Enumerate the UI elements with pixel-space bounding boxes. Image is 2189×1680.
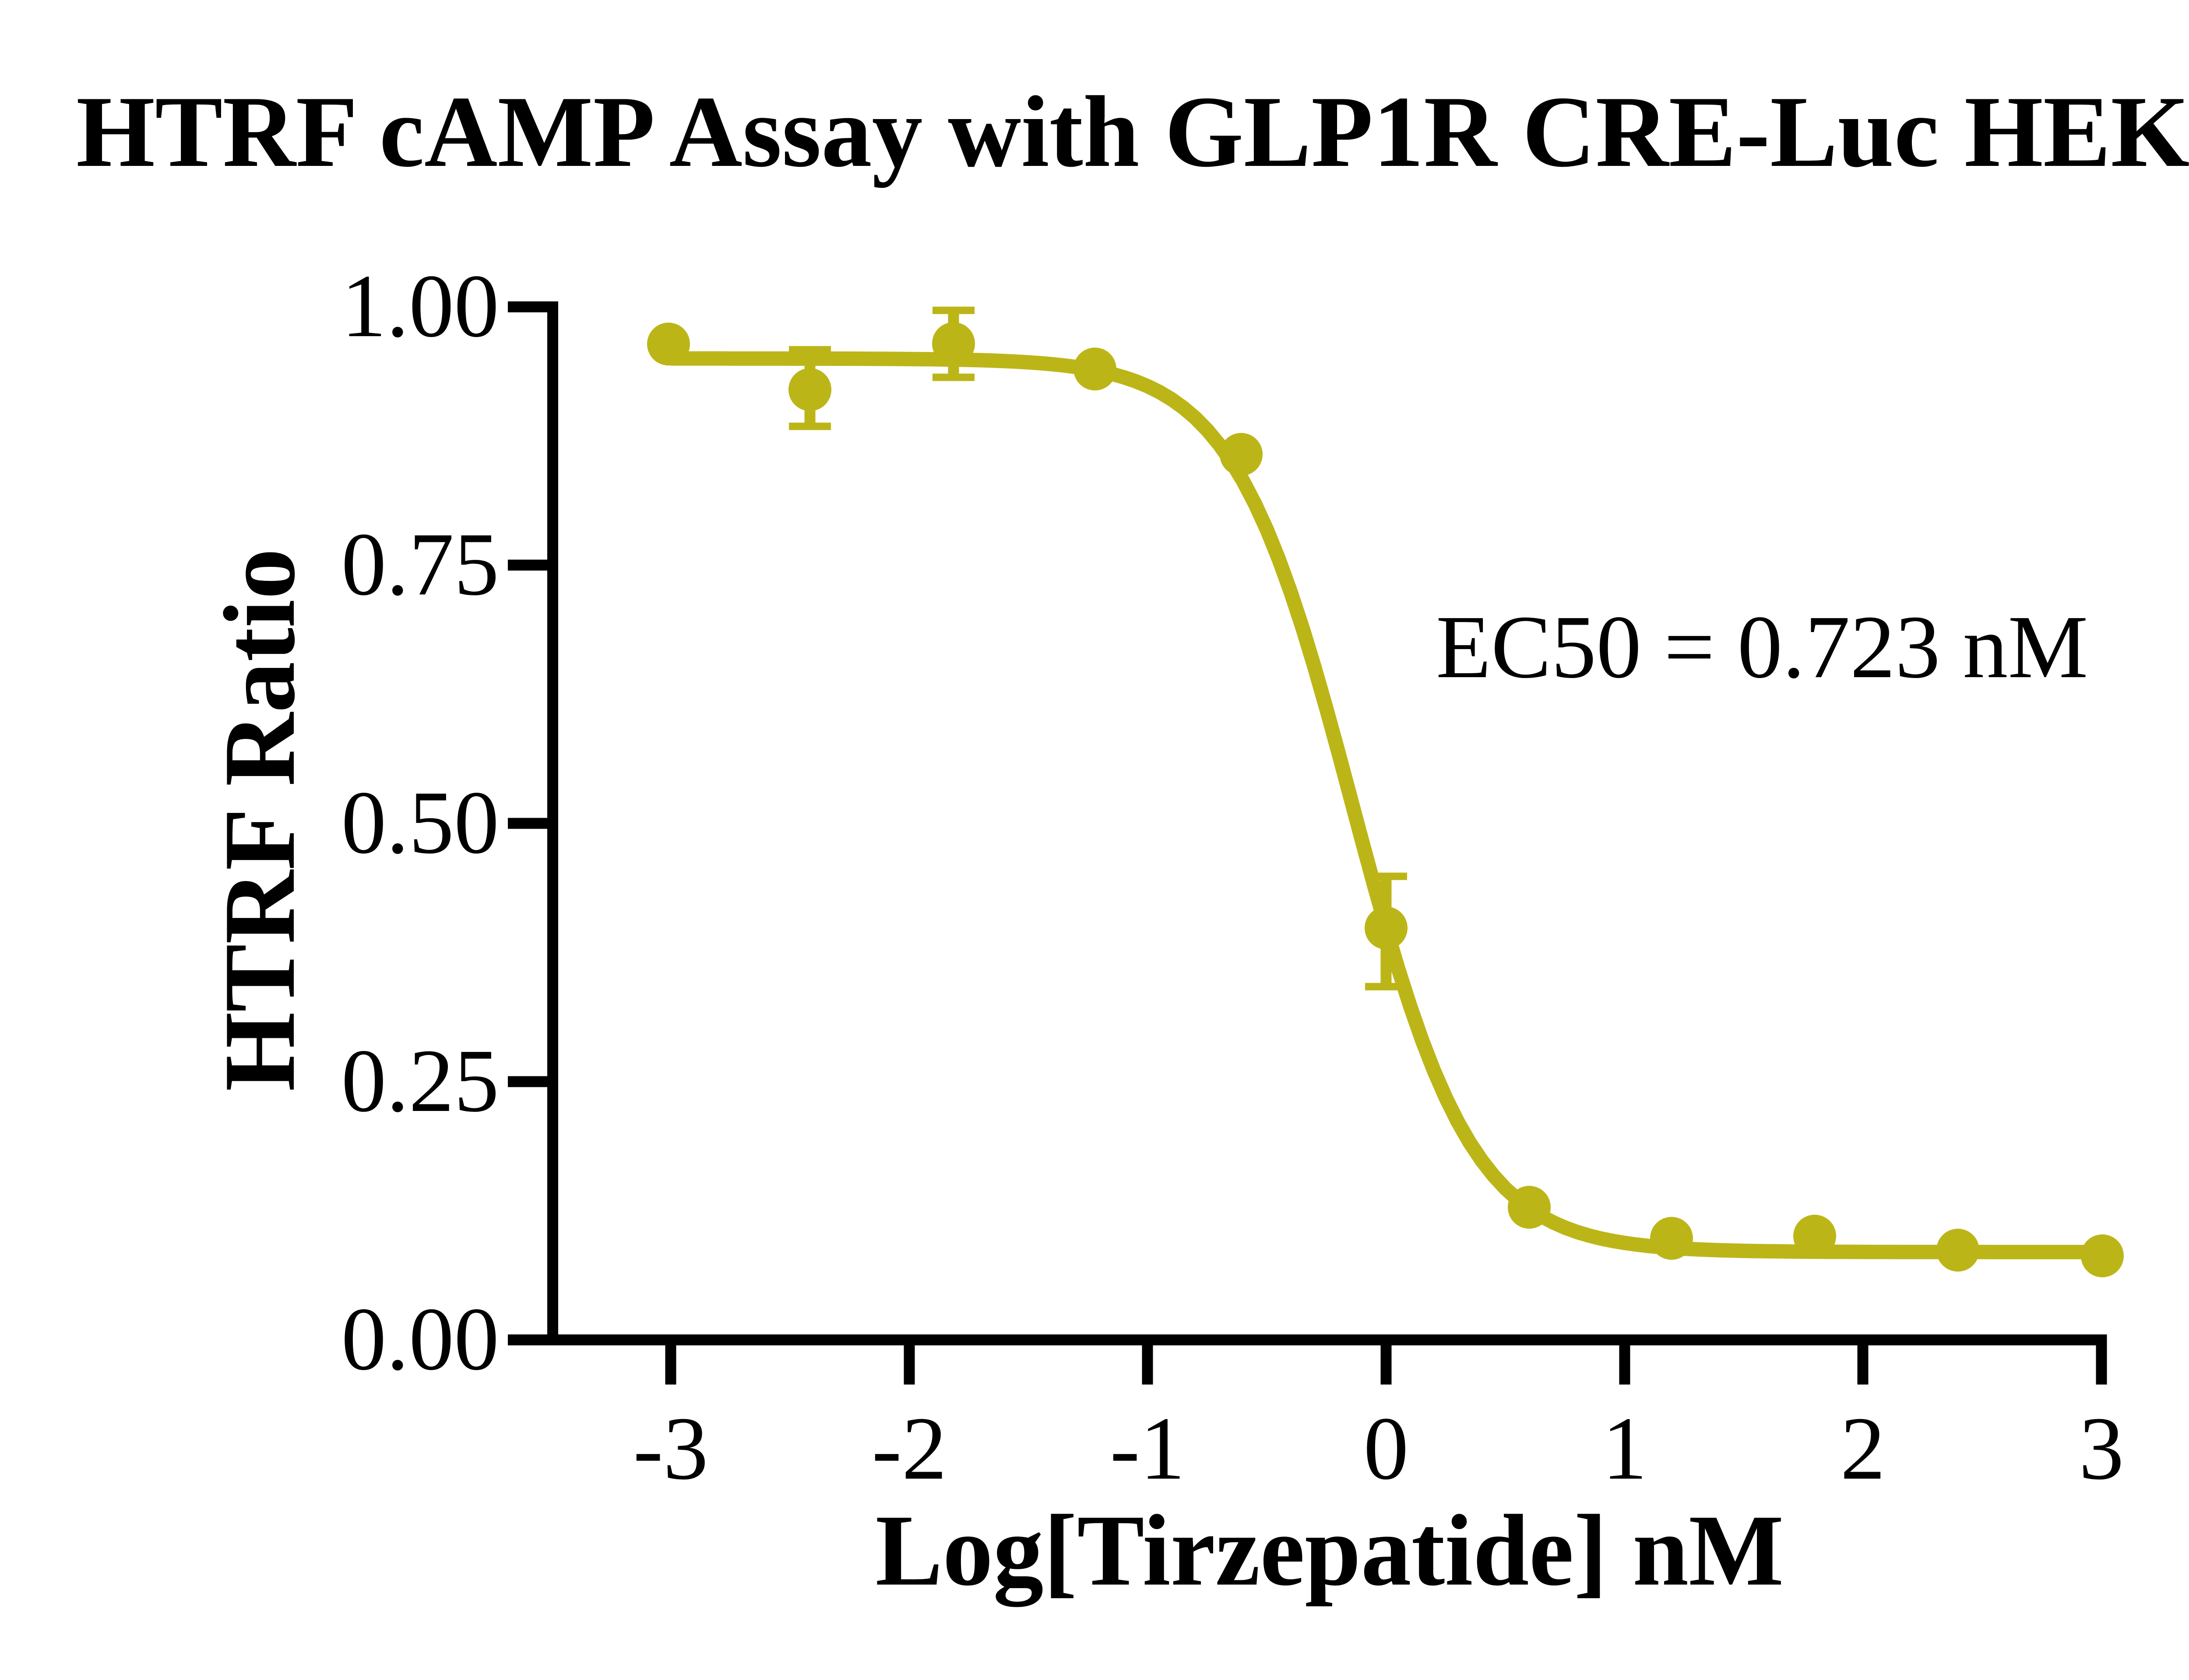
svg-text:0.00: 0.00 [341,1289,500,1389]
svg-text:1: 1 [1602,1398,1647,1498]
svg-text:3: 3 [2079,1398,2124,1498]
svg-text:0.75: 0.75 [341,514,500,614]
svg-text:1.00: 1.00 [341,256,500,356]
svg-text:HTRF Ratio: HTRF Ratio [203,548,316,1091]
svg-text:-2: -2 [872,1398,947,1498]
svg-text:0: 0 [1364,1398,1409,1498]
svg-text:EC50 = 0.723 nM: EC50 = 0.723 nM [1436,597,2088,697]
svg-text:2: 2 [1841,1398,1886,1498]
svg-text:-3: -3 [633,1398,708,1498]
svg-text:HTRF cAMP Assay with GLP1R CRE: HTRF cAMP Assay with GLP1R CRE-Luc HEK29… [76,75,2189,188]
svg-text:0.25: 0.25 [341,1030,500,1131]
svg-text:Log[Tirzepatide] nM: Log[Tirzepatide] nM [876,1494,1784,1607]
svg-text:0.50: 0.50 [341,772,500,872]
svg-text:-1: -1 [1110,1398,1185,1498]
